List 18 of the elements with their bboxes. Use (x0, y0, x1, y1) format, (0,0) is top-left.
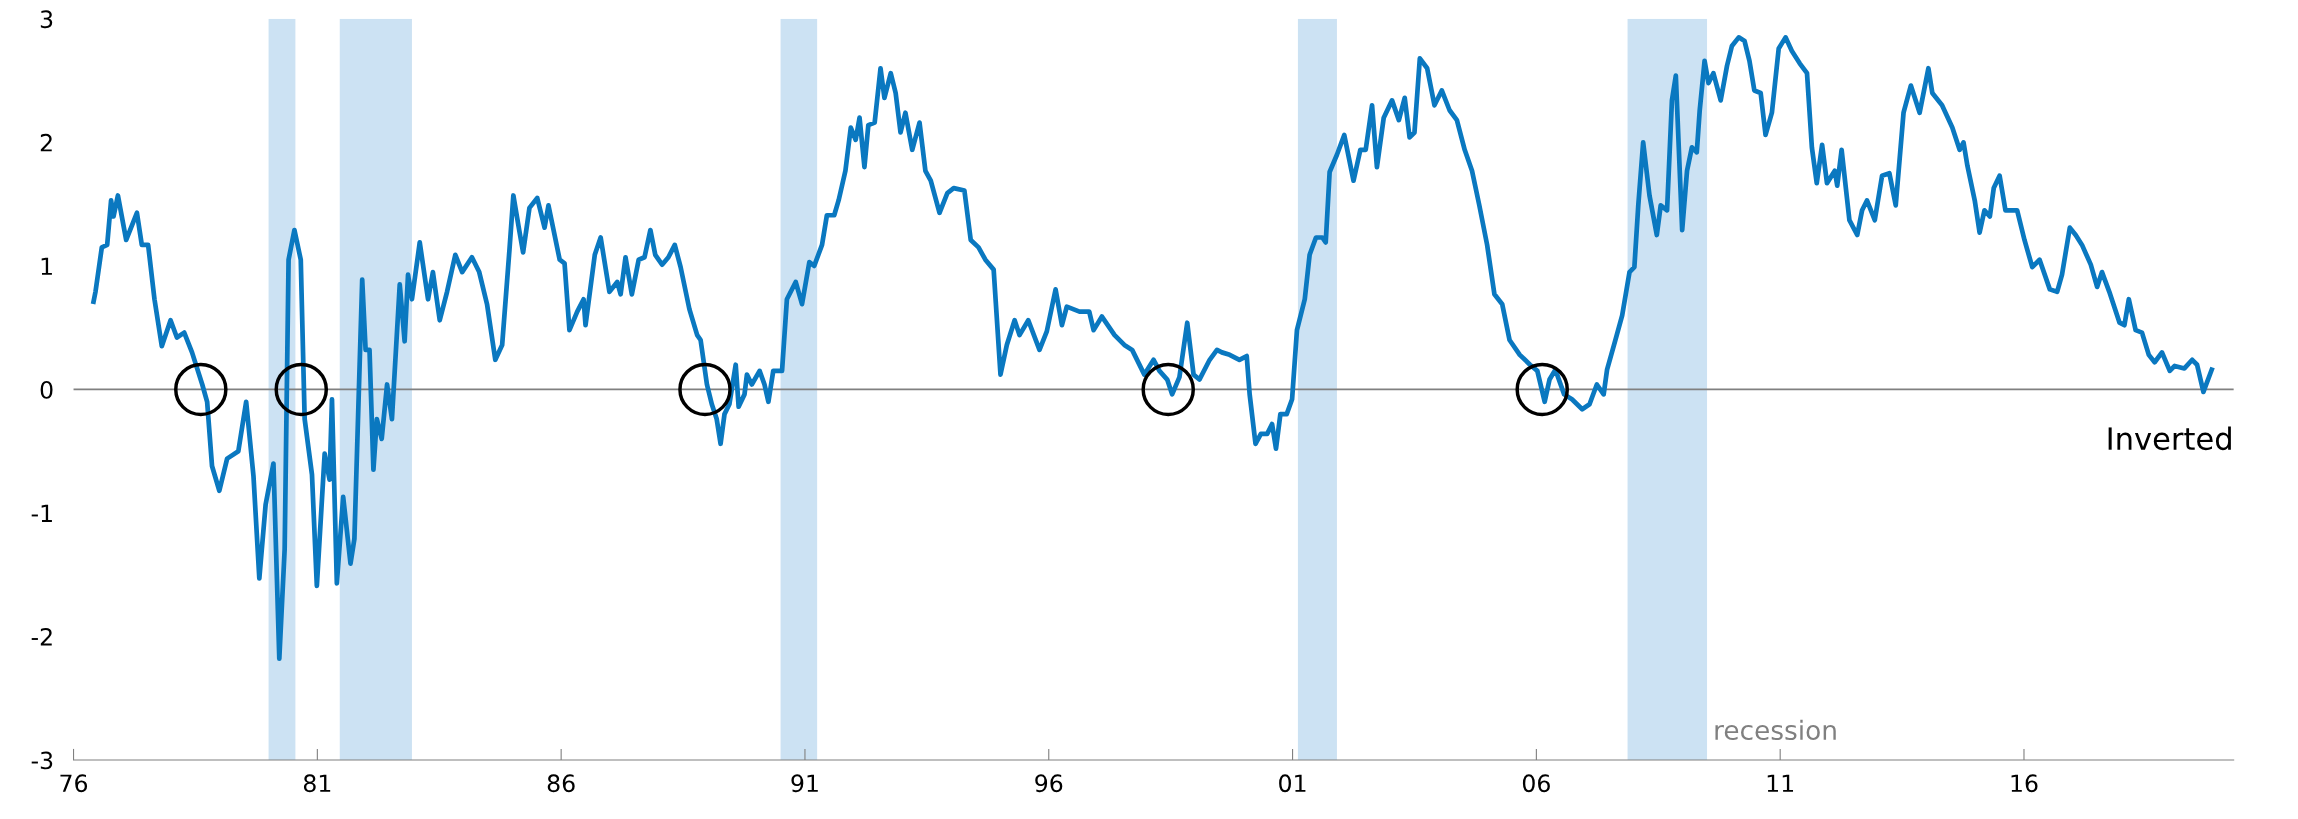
y-tick-label: 2 (40, 133, 52, 152)
x-tick-label: 96 (1035, 774, 1063, 793)
x-tick-label: 06 (1522, 774, 1550, 793)
x-tick-label: 11 (1767, 774, 1794, 792)
y-tick-label: 3 (40, 10, 53, 29)
x-tick-label: 01 (1279, 774, 1306, 793)
y-tick-label: -2 (31, 627, 52, 646)
x-tick-label: 91 (791, 774, 818, 793)
y-tick-label: 1 (41, 257, 52, 275)
x-tick-label: 16 (2011, 774, 2038, 793)
y-tick-label: -1 (31, 504, 52, 522)
y-tick-label: -3 (31, 751, 53, 770)
y-tick-label: 0 (40, 380, 53, 399)
x-tick-label: 86 (547, 774, 575, 793)
x-tick-label: 76 (60, 774, 88, 793)
annotation: recession (1715, 719, 1836, 741)
annotation: Inverted (2108, 426, 2231, 451)
x-tick-label: 81 (303, 774, 331, 793)
